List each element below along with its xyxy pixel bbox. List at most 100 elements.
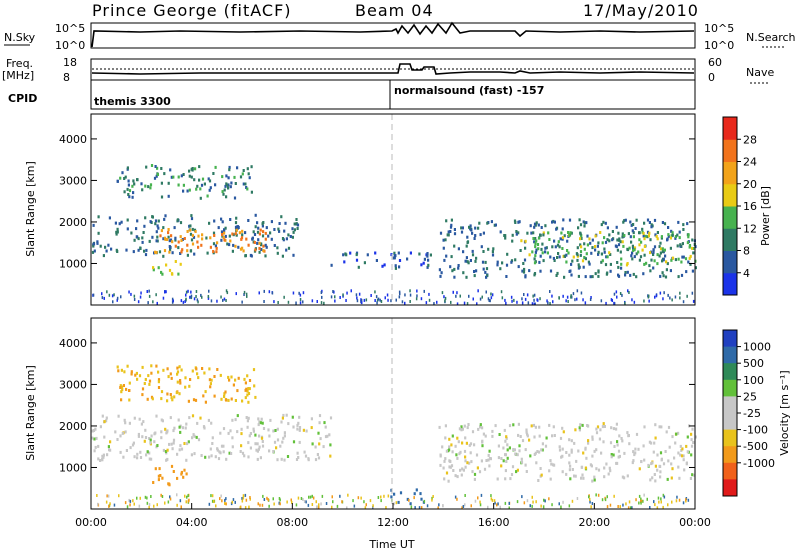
data-cell <box>297 421 300 425</box>
data-cell <box>666 477 669 481</box>
data-cell <box>669 269 672 273</box>
data-cell <box>685 498 687 502</box>
data-cell <box>262 494 264 498</box>
data-cell <box>257 226 260 230</box>
data-cell <box>165 263 168 267</box>
data-cell <box>524 448 527 452</box>
data-cell <box>153 504 155 508</box>
data-cell <box>533 261 537 265</box>
data-cell <box>523 258 527 262</box>
data-cell <box>128 398 131 402</box>
data-cell <box>219 431 222 435</box>
data-cell <box>460 428 463 432</box>
data-cell <box>536 450 539 453</box>
data-cell <box>461 467 464 471</box>
data-cell <box>274 429 277 432</box>
data-cell <box>245 416 248 419</box>
data-cell <box>235 228 238 232</box>
data-cell <box>222 192 225 196</box>
data-cell <box>186 230 189 233</box>
data-cell <box>169 495 171 499</box>
data-cell <box>164 501 166 505</box>
data-cell <box>480 493 483 497</box>
data-cell <box>355 258 359 262</box>
data-cell <box>170 396 173 400</box>
data-cell <box>364 506 367 510</box>
data-cell <box>307 503 310 507</box>
data-cell <box>177 175 180 179</box>
data-cell <box>223 392 226 396</box>
data-cell <box>565 451 568 454</box>
data-cell <box>334 295 336 299</box>
nave-tick-low: 0 <box>708 71 715 84</box>
data-cell <box>179 262 182 266</box>
data-cell <box>533 435 536 439</box>
data-cell <box>152 300 154 304</box>
data-cell <box>278 501 280 505</box>
data-cell <box>662 274 665 278</box>
data-cell <box>691 269 694 273</box>
data-cell <box>119 176 122 180</box>
data-cell <box>632 231 635 235</box>
data-cell <box>226 291 229 295</box>
data-cell <box>190 294 193 298</box>
data-cell <box>474 226 477 230</box>
data-cell <box>300 497 303 500</box>
data-cell <box>593 449 596 453</box>
data-cell <box>523 501 526 505</box>
data-cell <box>234 232 237 236</box>
data-cell <box>581 473 584 477</box>
data-cell <box>216 241 219 245</box>
data-cell <box>296 227 299 230</box>
data-cell <box>479 500 481 504</box>
data-cell <box>488 299 490 302</box>
data-cell <box>265 245 268 249</box>
data-cell <box>283 458 286 462</box>
nsky-label: N.Sky <box>4 31 36 44</box>
data-cell <box>99 459 102 462</box>
data-cell <box>653 441 656 445</box>
y-tick-label: 3000 <box>59 174 87 187</box>
data-cell <box>542 505 545 509</box>
data-cell <box>234 418 237 422</box>
data-cell <box>253 241 256 244</box>
data-cell <box>500 464 503 468</box>
data-cell <box>246 187 249 191</box>
data-cell <box>242 496 245 500</box>
data-cell <box>267 428 270 432</box>
data-cell <box>148 379 152 383</box>
data-cell <box>486 221 489 225</box>
data-cell <box>504 234 507 238</box>
data-cell <box>201 233 204 237</box>
data-cell <box>676 495 678 499</box>
data-cell <box>579 423 582 427</box>
data-cell <box>140 291 142 295</box>
data-cell <box>561 470 564 474</box>
data-cell <box>163 172 166 176</box>
data-cell <box>156 239 159 243</box>
data-cell <box>227 186 230 190</box>
data-cell <box>241 229 244 233</box>
data-cell <box>654 295 656 299</box>
data-cell <box>538 425 541 429</box>
data-cell <box>552 300 554 304</box>
data-cell <box>160 397 163 401</box>
data-cell <box>637 447 640 451</box>
data-cell <box>182 189 185 193</box>
data-cell <box>393 256 396 260</box>
data-cell <box>663 222 667 226</box>
data-cell <box>189 232 193 236</box>
data-cell <box>481 426 484 430</box>
data-cell <box>136 452 139 456</box>
data-cell <box>149 220 152 224</box>
data-cell <box>326 434 329 438</box>
data-cell <box>190 217 194 221</box>
data-cell <box>220 238 223 242</box>
data-cell <box>619 292 622 295</box>
data-cell <box>685 270 688 274</box>
data-cell <box>194 398 198 402</box>
data-cell <box>520 460 524 464</box>
data-cell <box>503 428 506 432</box>
data-cell <box>447 479 450 483</box>
data-cell <box>611 230 614 233</box>
